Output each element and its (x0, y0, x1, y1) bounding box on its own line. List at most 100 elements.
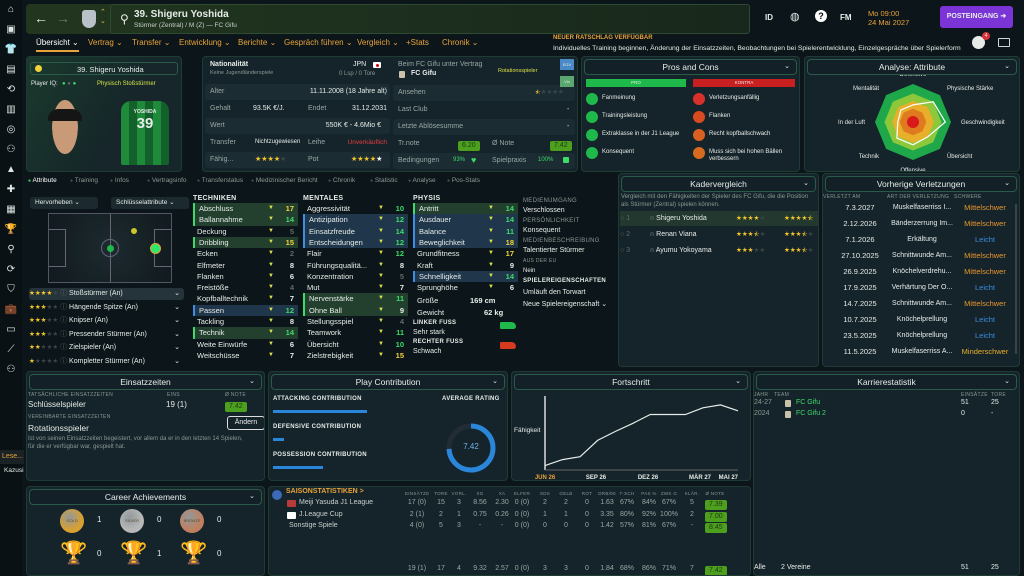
season-header-cell[interactable]: T-SCH (619, 491, 635, 496)
analysis-header[interactable]: Analyse: Attribute ⌄ (807, 59, 1017, 75)
report-icon[interactable]: ▥ (6, 104, 16, 115)
stadium-icon[interactable]: ▭ (6, 324, 16, 335)
nav-tab-6[interactable]: Vergleich ⌄ (357, 38, 399, 47)
globe-icon[interactable]: ◍ (790, 11, 800, 23)
nav-tab-1[interactable]: Vertrag ⌄ (88, 38, 123, 47)
attribute-row[interactable]: Kopfballtechnik ▼ 7 (193, 293, 298, 305)
attribute-row[interactable]: Beweglichkeit ▼ 18 (413, 236, 518, 249)
attribute-row[interactable]: Schnelligkeit ▼ 14 (413, 270, 518, 283)
injury-row[interactable]: 2.12.2026 Bänderzerrung Im... Mittelschwer (823, 216, 1013, 232)
subtab-7[interactable]: ● Statistic (370, 177, 398, 184)
search-icon[interactable]: ⚲ (120, 12, 129, 26)
subtab-6[interactable]: ● Chronik (328, 177, 356, 184)
season-stats-link[interactable]: SAISONSTATISTIKEN > (286, 488, 364, 495)
injury-row[interactable]: 27.10.2025 Schnittwunde Am... Mittelschwer (823, 248, 1013, 264)
advice-text[interactable]: Individuelles Training beginnen, Änderun… (553, 45, 961, 52)
attribute-row[interactable]: Antizipation ▼ 12 (303, 214, 408, 226)
attribute-row[interactable]: Ballannahme ▼ 14 (193, 214, 298, 226)
competition-name[interactable]: Meiji Yasuda J1 League (299, 499, 374, 506)
injury-row[interactable]: 7.1.2026 Erkältung Leicht (823, 232, 1013, 248)
injury-row[interactable]: 26.9.2025 Knöchelverdrehu... Mittelschwer (823, 264, 1013, 280)
attribute-row[interactable]: Passen ▼ 12 (193, 304, 298, 317)
attribute-row[interactable]: Ohne Ball ▼ 9 (303, 304, 408, 317)
injury-row[interactable]: 7.3.2027 Muskelfaserriss I... Mittelschwer (823, 200, 1013, 216)
help-icon[interactable]: ? (815, 10, 827, 22)
squad-icon[interactable]: 👕 (4, 44, 18, 55)
attribute-row[interactable]: Nervenstärke ▼ 11 (303, 293, 408, 305)
nav-tab-2[interactable]: Transfer ⌄ (132, 38, 171, 47)
sidebar-item-lese[interactable]: Lese... (0, 450, 24, 464)
role-row[interactable]: ★★★★★ ⓘ Stoßstürmer (An) ⌄ (29, 288, 184, 300)
inbox-icon[interactable]: ▣ (6, 24, 16, 35)
injury-row[interactable]: 17.9.2025 Verhärtung Der O... Leicht (823, 280, 1013, 296)
progress-header[interactable]: Fortschritt ⌄ (514, 374, 748, 390)
play-contribution-header[interactable]: Play Contribution ⌄ (271, 374, 505, 390)
injuries-scrollbar[interactable] (1015, 204, 1017, 354)
nav-tab-3[interactable]: Entwicklung ⌄ (179, 38, 231, 47)
screen-icon[interactable] (998, 38, 1010, 47)
season-header-cell[interactable]: KLÄR. (684, 491, 700, 496)
attribute-row[interactable]: Weite Einwürfe ▼ 6 (193, 339, 298, 351)
search-box[interactable] (110, 4, 750, 34)
staff-icon[interactable]: ⚇ (6, 144, 16, 155)
role-row[interactable]: ★★★★★ ⓘ Kompletter Stürmer (An) ⌄ (29, 356, 184, 368)
attribute-row[interactable]: Sprunghöhe ▼ 6 (413, 282, 518, 294)
attribute-row[interactable]: Kraft ▼ 9 (413, 260, 518, 272)
fm-icon[interactable]: FM (840, 13, 852, 22)
attribute-row[interactable]: Weitschüsse ▼ 7 (193, 350, 298, 362)
attribute-row[interactable]: Antritt ▼ 14 (413, 203, 518, 215)
search-icon[interactable]: ⚲ (7, 244, 15, 255)
medical-icon[interactable]: ✚ (6, 184, 16, 195)
subtab-8[interactable]: ● Analyse (408, 177, 436, 184)
stats-gear-icon[interactable] (272, 490, 282, 500)
squad-row[interactable]: ○ 3 ⍝ Ayumu Yokoyama ★★★★★ ★★★⯪★ (620, 243, 818, 258)
nav-tab-7[interactable]: +Stats (406, 38, 429, 47)
playing-time-header[interactable]: Einsatzzeiten ⌄ (29, 374, 262, 390)
inbox-button[interactable]: POSTEINGANG ➜ (940, 6, 1013, 28)
attribute-row[interactable]: Grundfitness ▼ 17 (413, 248, 518, 260)
attribute-row[interactable]: Deckung ▼ 5 (193, 226, 298, 238)
finance-icon[interactable]: 💼 (4, 304, 18, 315)
change-button[interactable]: Ändern (227, 416, 264, 430)
role-row[interactable]: ★★★★★ ⓘ Hängende Spitze (An) ⌄ (29, 302, 184, 314)
role-row[interactable]: ★★★★★ ⓘ Knipser (An) ⌄ (29, 315, 184, 327)
role-row[interactable]: ★★★★★ ⓘ Pressender Stürmer (An) ⌄ (29, 329, 184, 341)
dynamics-icon[interactable]: ⟲ (6, 84, 16, 95)
season-header-cell[interactable]: TORE (434, 491, 448, 496)
attribute-row[interactable]: Aggressivität ▼ 10 (303, 203, 408, 215)
new-trait-dropdown[interactable]: Neue Spielereigenschaft ⌄ (523, 301, 608, 308)
subtab-3[interactable]: ● Vertragsinfo (147, 177, 187, 184)
season-header-cell[interactable]: DRB/90 (598, 491, 616, 496)
season-header-cell[interactable]: ZWK G (660, 491, 678, 496)
attribute-row[interactable]: Tackling ▼ 8 (193, 316, 298, 328)
attribute-row[interactable]: Stellungsspiel ▼ 4 (303, 316, 408, 328)
achievements-header[interactable]: Career Achievements ⌄ (29, 489, 262, 505)
attribute-row[interactable]: Entscheidungen ▼ 12 (303, 236, 408, 249)
nav-tab-8[interactable]: Chronik ⌄ (442, 38, 479, 47)
nav-tab-4[interactable]: Berichte ⌄ (238, 38, 277, 47)
season-header-cell[interactable]: XA (498, 491, 506, 496)
attribute-row[interactable]: Einsatzfreude ▼ 14 (303, 225, 408, 238)
attribute-row[interactable]: Freistöße ▼ 4 (193, 282, 298, 294)
nav-tab-0[interactable]: Übersicht ⌄ (36, 38, 79, 52)
transfer-icon[interactable]: ⟳ (6, 264, 16, 275)
season-header-cell[interactable]: Ø NOTE (705, 491, 725, 496)
attribute-row[interactable]: Flair ▼ 12 (303, 248, 408, 260)
squad-row[interactable]: ○ 1 ⍝ Shigeru Yoshida ★★★★★ ★★★★⯪ (620, 211, 818, 226)
social-icon[interactable] (972, 36, 985, 49)
competition-name[interactable]: J.League Cup (299, 510, 343, 518)
subtab-9[interactable]: ● Pos-Stats (447, 177, 481, 184)
attribute-row[interactable]: Flanken ▼ 6 (193, 271, 298, 283)
attribute-row[interactable]: Dribbling ▼ 15 (193, 236, 298, 249)
subtab-4[interactable]: ● Transferstatus (197, 177, 244, 184)
pros-cons-header[interactable]: Pros and Cons ⌄ (584, 59, 797, 75)
injury-row[interactable]: 11.5.2025 Muskelfaserriss A... Minderschwe… (823, 344, 1013, 360)
attribute-row[interactable]: Balance ▼ 11 (413, 225, 518, 238)
squad-row[interactable]: ○ 2 ⍝ Renan Viana ★★★⯪★ ★★★⯪★ (620, 227, 818, 242)
subtab-1[interactable]: ● Training (70, 177, 98, 184)
attribute-row[interactable]: Übersicht ▼ 10 (303, 339, 408, 351)
clipboard-icon[interactable]: ▤ (6, 64, 16, 75)
season-header-cell[interactable]: EINSÄTZE (405, 491, 430, 496)
injury-row[interactable]: 23.5.2025 Knöchelprellung Leicht (823, 328, 1013, 344)
season-header-cell[interactable]: ELFER (513, 491, 530, 496)
